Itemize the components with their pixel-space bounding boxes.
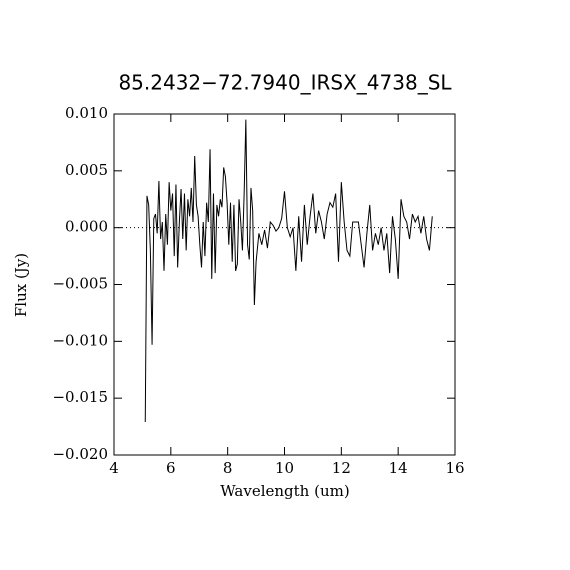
spectrum-line xyxy=(144,119,433,423)
y-tick-label: 0.000 xyxy=(65,218,108,236)
x-tick-label: 16 xyxy=(445,459,464,477)
y-tick-label: 0.005 xyxy=(65,161,108,179)
y-tick-label: −0.015 xyxy=(52,388,108,406)
y-tick-label: −0.010 xyxy=(52,331,108,349)
x-tick-label: 8 xyxy=(223,459,233,477)
x-tick-label: 10 xyxy=(275,459,294,477)
x-tick-label: 6 xyxy=(166,459,176,477)
y-tick-label: −0.005 xyxy=(52,275,108,293)
y-axis-label: Flux (Jy) xyxy=(12,253,30,317)
x-axis-label: Wavelength (um) xyxy=(220,482,349,500)
y-tick-label: 0.010 xyxy=(65,104,108,122)
y-tick-label: −0.020 xyxy=(52,445,108,463)
x-tick-label: 4 xyxy=(109,459,119,477)
x-tick-label: 14 xyxy=(389,459,408,477)
x-tick-label: 12 xyxy=(332,459,351,477)
chart-title: 85.2432−72.7940_IRSX_4738_SL xyxy=(118,71,452,95)
